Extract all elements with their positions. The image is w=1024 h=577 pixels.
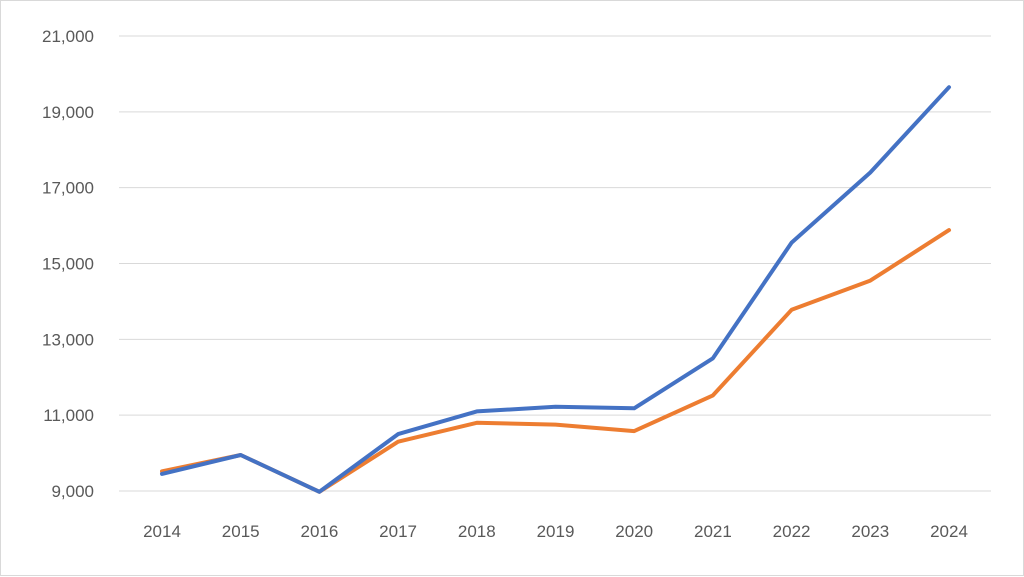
series-line-1 — [160, 85, 951, 494]
x-tick-label: 2022 — [773, 522, 811, 541]
series-line-2 — [160, 228, 951, 494]
y-tick-label: 15,000 — [42, 255, 94, 274]
x-tick-label: 2016 — [300, 522, 338, 541]
gridlines — [119, 35, 991, 492]
y-tick-label: 11,000 — [43, 406, 94, 425]
series-lines — [160, 85, 951, 494]
y-tick-label: 9,000 — [51, 482, 94, 501]
y-tick-label: 17,000 — [42, 179, 94, 198]
y-tick-label: 19,000 — [42, 103, 94, 122]
x-tick-label: 2015 — [222, 522, 260, 541]
x-tick-label: 2014 — [143, 522, 181, 541]
y-tick-label: 21,000 — [42, 27, 94, 46]
x-tick-label: 2017 — [379, 522, 417, 541]
y-tick-label: 13,000 — [42, 330, 94, 349]
x-tick-label: 2024 — [930, 522, 968, 541]
x-axis-ticks: 2014 2015 2016 2017 2018 2019 2020 2021 2022 2023… — [143, 522, 968, 541]
x-tick-label: 2021 — [694, 522, 732, 541]
x-tick-label: 2018 — [458, 522, 496, 541]
x-tick-label: 2019 — [537, 522, 575, 541]
x-tick-label: 2020 — [615, 522, 653, 541]
x-tick-label: 2023 — [851, 522, 889, 541]
y-axis-ticks: 9,000 11,000 13,000 15,000 17,000 19,000 21,00… — [42, 27, 94, 501]
